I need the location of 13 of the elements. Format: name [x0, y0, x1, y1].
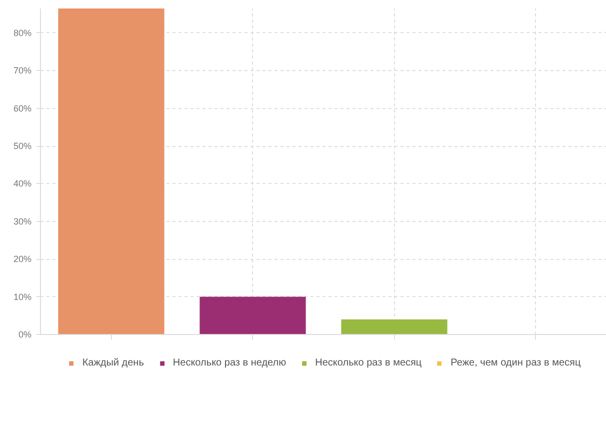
legend-label: Реже, чем один раз в месяц — [450, 358, 581, 368]
legend-label: Каждый день — [82, 358, 144, 368]
y-tick-label: 20% — [13, 254, 32, 264]
y-tick-label: 30% — [13, 216, 32, 226]
legend-label: Несколько раз в месяц — [315, 358, 422, 368]
y-tick-label: 60% — [13, 103, 32, 114]
y-tick-label: 40% — [13, 178, 32, 189]
y-tick-label: 10% — [13, 292, 32, 302]
y-tick-label: 50% — [13, 141, 32, 152]
y-tick-label: 0% — [18, 330, 32, 340]
y-tick-label: 80% — [13, 28, 32, 38]
y-tick-label: 70% — [13, 66, 32, 76]
legend-label: Несколько раз в неделю — [172, 358, 286, 368]
